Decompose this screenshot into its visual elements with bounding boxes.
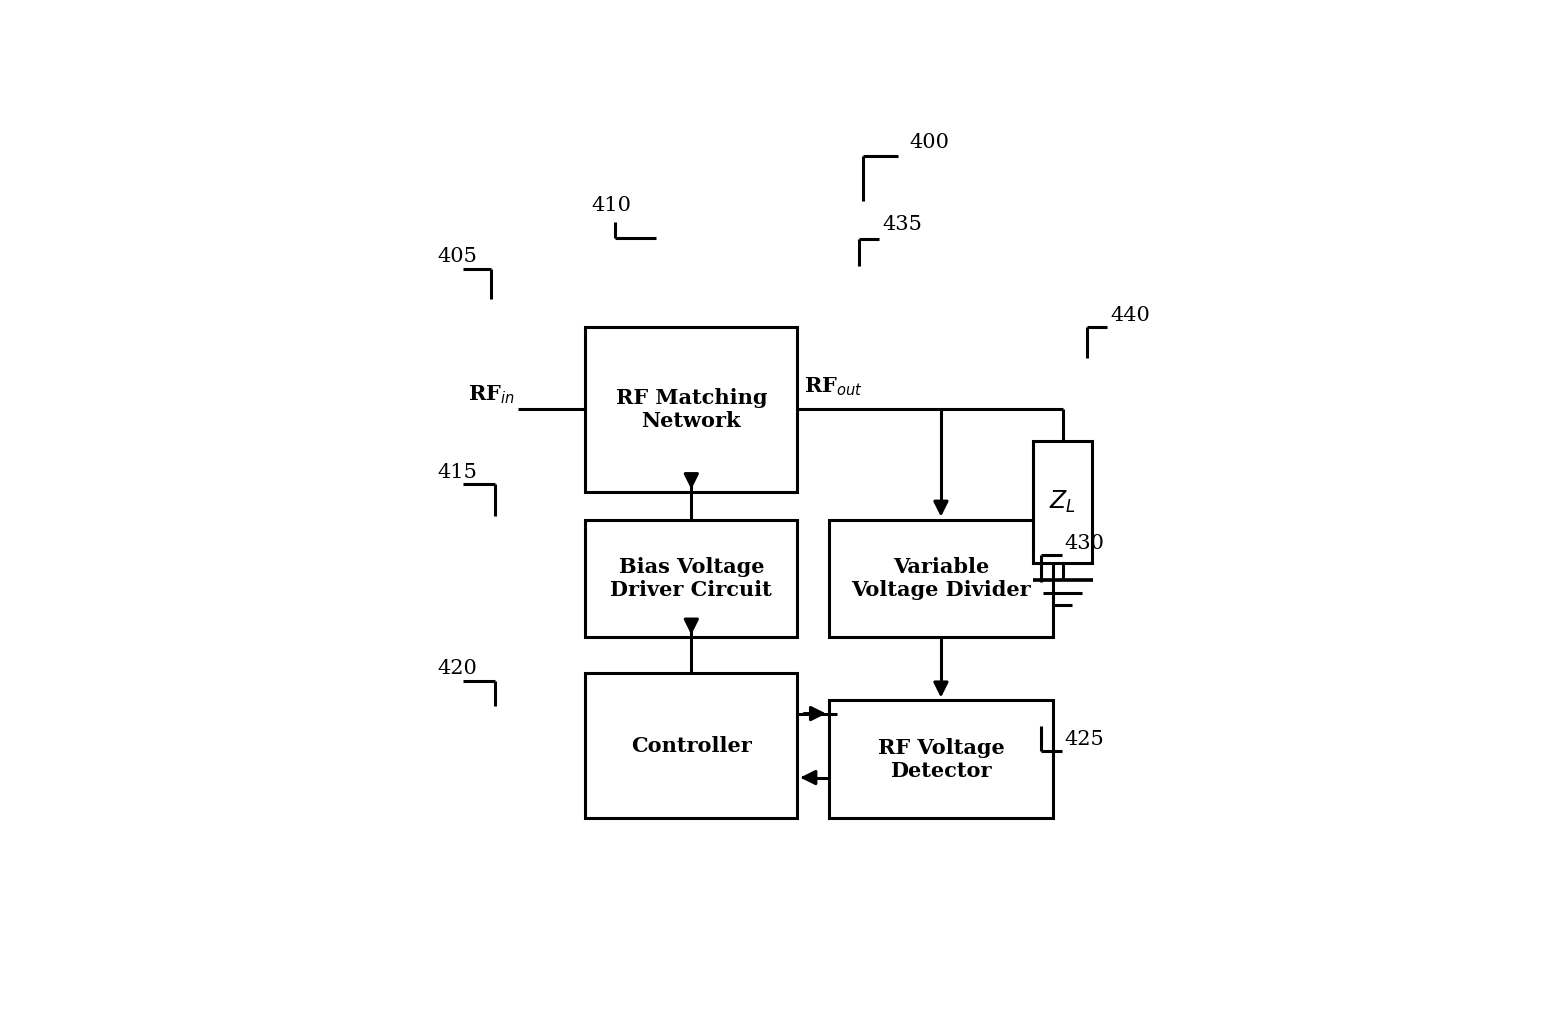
Text: RF Voltage
Detector: RF Voltage Detector — [878, 738, 1004, 781]
Text: Bias Voltage
Driver Circuit: Bias Voltage Driver Circuit — [610, 556, 772, 600]
Bar — [829, 520, 1053, 637]
Text: 420: 420 — [437, 660, 478, 678]
Bar — [585, 520, 797, 637]
Text: 430: 430 — [1064, 534, 1105, 552]
Text: RF$_{in}$: RF$_{in}$ — [468, 383, 515, 405]
Text: $Z_L$: $Z_L$ — [1049, 489, 1077, 515]
Text: 440: 440 — [1111, 305, 1150, 325]
Bar — [585, 327, 797, 492]
Text: 425: 425 — [1064, 730, 1105, 749]
Text: 435: 435 — [882, 215, 923, 234]
Text: RF$_{out}$: RF$_{out}$ — [804, 375, 862, 398]
Text: 415: 415 — [437, 463, 478, 482]
Text: 410: 410 — [591, 195, 632, 214]
Bar — [585, 673, 797, 818]
Bar — [1033, 441, 1092, 563]
Text: 405: 405 — [437, 247, 478, 266]
Text: Controller: Controller — [630, 735, 752, 756]
Text: Variable
Voltage Divider: Variable Voltage Divider — [851, 556, 1030, 600]
Bar — [829, 700, 1053, 818]
Text: 400: 400 — [909, 133, 949, 151]
Text: RF Matching
Network: RF Matching Network — [616, 388, 767, 431]
